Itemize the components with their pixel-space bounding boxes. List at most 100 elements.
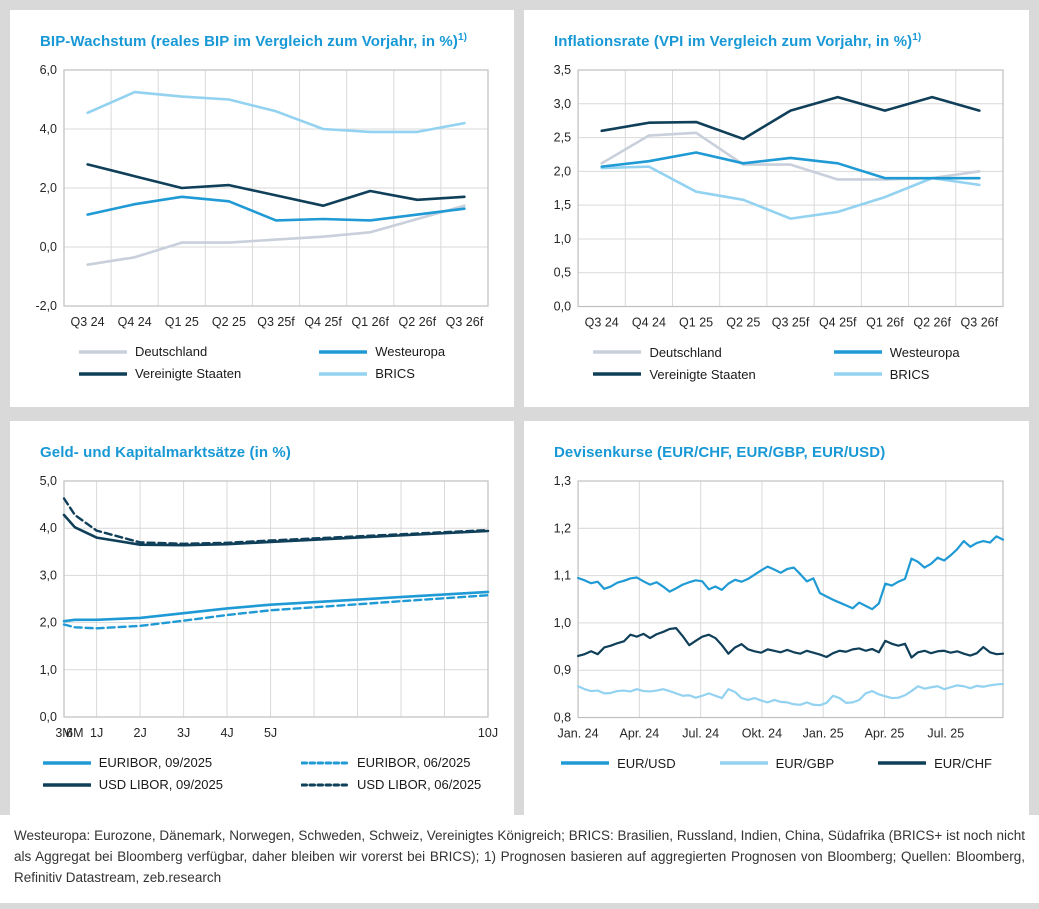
legend-label: EUR/GBP (775, 755, 835, 771)
fx-rates-chart: 0,8 0,9 1,0 1,1 1,2 1,3 Jan. 24 Apr. 24 Jul. 24 O… (554, 474, 1005, 741)
legend-item-vereinigte-staaten: Vereinigte Staaten (78, 366, 242, 381)
bip-growth-chart: -2,0 0,0 2,0 4,0 6,0 Q3 24 Q4 24 Q1 25 Q2 25 Q3 2… (35, 63, 489, 329)
svg-text:Apr. 24: Apr. 24 (620, 727, 660, 741)
series-vereinigte-staaten (86, 163, 466, 207)
svg-text:1,5: 1,5 (554, 198, 571, 212)
series-vereinigte-staaten (600, 95, 981, 141)
svg-text:Q3 26f: Q3 26f (446, 315, 484, 329)
legend-swatch-euribor-09-2025-line (42, 760, 91, 765)
chart-title-text: Devisenkurse (EUR/CHF, EUR/GBP, EUR/USD) (554, 444, 886, 461)
svg-text:Q2 25: Q2 25 (212, 315, 246, 329)
panel-inflationsrate: Inflationsrate (VPI im Vergleich zum Vor… (524, 10, 1029, 407)
series-deutschland (86, 204, 466, 266)
svg-text:2J: 2J (134, 726, 147, 740)
legend-swatch-eur-gbp-line (719, 761, 768, 765)
legend-item-eur-usd: EUR/USD (561, 756, 676, 771)
svg-text:Jul. 25: Jul. 25 (927, 727, 964, 741)
legend-item-euribor-06-2025: EURIBOR, 06/2025 (301, 755, 481, 770)
svg-text:3J: 3J (177, 726, 190, 740)
legend-item-deutschland: Deutschland (593, 345, 755, 360)
legend-label: Deutschland (649, 344, 722, 360)
charts-area: BIP-Wachstum (reales BIP im Vergleich zu… (10, 10, 1029, 815)
legend-swatch-usd-libor-06-2025-line (301, 783, 349, 786)
charts-grid: BIP-Wachstum (reales BIP im Vergleich zu… (10, 10, 1029, 815)
legend-swatch-brics-line (833, 372, 882, 376)
svg-text:Q2 26f: Q2 26f (399, 315, 437, 329)
inflation-chart: 0,0 0,5 1,0 1,5 2,0 2,5 3,0 3,5 Q3 24 Q4 24 Q1 25 Q… (554, 63, 1004, 330)
legend-label: Westeuropa (375, 344, 446, 359)
svg-text:6M: 6M (66, 726, 83, 740)
chart-title-text: Inflationsrate (VPI im Vergleich zum Vor… (554, 33, 913, 50)
series-brics (600, 165, 981, 220)
series-brics (86, 90, 466, 134)
legend-label: USD LIBOR, 06/2025 (357, 777, 482, 792)
legend-swatch-usd-libor-09-2025-line (42, 782, 91, 787)
legend-label: EURIBOR, 09/2025 (98, 755, 213, 770)
svg-text:Q2 25: Q2 25 (726, 316, 760, 330)
series-westeuropa (600, 151, 981, 180)
series-eur-usd (576, 535, 1005, 611)
svg-text:1J: 1J (90, 726, 103, 740)
legend-swatch-eur-usd-line (561, 761, 610, 765)
legend-swatch-deutschland-line (593, 350, 642, 354)
svg-text:Q4 24: Q4 24 (118, 315, 152, 329)
series-westeuropa (86, 195, 466, 222)
svg-text:0,5: 0,5 (554, 266, 571, 280)
legend-swatch-deutschland-line (78, 349, 127, 354)
svg-text:Jan. 24: Jan. 24 (558, 727, 599, 741)
chart-legend: Deutschland Westeuropa Vereinigte Staaten B… (30, 344, 494, 381)
chart-title-rates: Geld- und Kapitalmarktsätze (in %) (40, 443, 494, 461)
svg-text:3,0: 3,0 (554, 97, 571, 111)
svg-text:4J: 4J (220, 726, 233, 740)
legend-swatch-vereinigte-staaten-line (78, 371, 127, 376)
legend-label: BRICS (375, 366, 415, 381)
chart-legend: Deutschland Westeuropa Vereinigte Staaten B… (544, 345, 1009, 382)
svg-text:5J: 5J (264, 726, 277, 740)
svg-text:Q2 26f: Q2 26f (913, 316, 951, 330)
svg-text:1,3: 1,3 (554, 474, 571, 488)
legend-item-eur-gbp: EUR/GBP (719, 755, 835, 771)
svg-text:5,0: 5,0 (40, 474, 57, 488)
legend-label: Vereinigte Staaten (649, 366, 756, 382)
svg-text:0,0: 0,0 (40, 240, 57, 254)
legend-label: Deutschland (134, 344, 208, 359)
panel-devisenkurse: Devisenkurse (EUR/CHF, EUR/GBP, EUR/USD)… (524, 421, 1029, 815)
legend-label: EUR/CHF (934, 755, 992, 771)
legend-item-usd-libor-09-2025: USD LIBOR, 09/2025 (42, 777, 223, 792)
legend-label: USD LIBOR, 09/2025 (98, 777, 223, 792)
chart-title-bip: BIP-Wachstum (reales BIP im Vergleich zu… (40, 32, 494, 50)
series-euribor-09-2025 (62, 590, 490, 623)
series-usd-libor-09-2025 (62, 513, 490, 547)
svg-text:2,0: 2,0 (40, 616, 57, 630)
legend-item-brics: BRICS (319, 366, 445, 381)
chart-title-text: BIP-Wachstum (reales BIP im Vergleich zu… (40, 33, 458, 50)
svg-text:Q1 25: Q1 25 (679, 316, 713, 330)
legend-item-euribor-09-2025: EURIBOR, 09/2025 (42, 755, 223, 770)
svg-text:Q3 25f: Q3 25f (772, 316, 810, 330)
svg-text:2,0: 2,0 (554, 164, 571, 178)
svg-text:2,0: 2,0 (40, 181, 57, 195)
series-usd-libor-06-2025 (62, 497, 490, 546)
svg-text:0,8: 0,8 (554, 711, 571, 725)
legend-swatch-brics-line (319, 371, 368, 376)
legend-label: BRICS (889, 366, 930, 382)
svg-text:3M: 3M (55, 726, 72, 740)
legend-swatch-westeuropa-line (833, 350, 882, 354)
svg-text:4,0: 4,0 (40, 521, 57, 535)
legend-swatch-euribor-06-2025-line (301, 761, 349, 764)
legend-item-deutschland: Deutschland (78, 344, 241, 359)
svg-text:3,5: 3,5 (554, 63, 571, 77)
svg-text:1,0: 1,0 (554, 616, 571, 630)
legend-swatch-vereinigte-staaten-line (593, 372, 642, 376)
svg-text:Q3 24: Q3 24 (585, 316, 619, 330)
svg-text:1,0: 1,0 (40, 663, 57, 677)
legend-swatch-eur-chf-line (878, 761, 927, 765)
svg-text:1,1: 1,1 (554, 569, 571, 583)
legend-label: Vereinigte Staaten (134, 366, 242, 381)
series-euribor-06-2025 (62, 593, 490, 630)
svg-text:1,2: 1,2 (554, 521, 571, 535)
chart-title-inflation: Inflationsrate (VPI im Vergleich zum Vor… (554, 32, 1009, 50)
svg-text:0,0: 0,0 (40, 710, 57, 724)
legend-label: EURIBOR, 06/2025 (357, 755, 471, 770)
